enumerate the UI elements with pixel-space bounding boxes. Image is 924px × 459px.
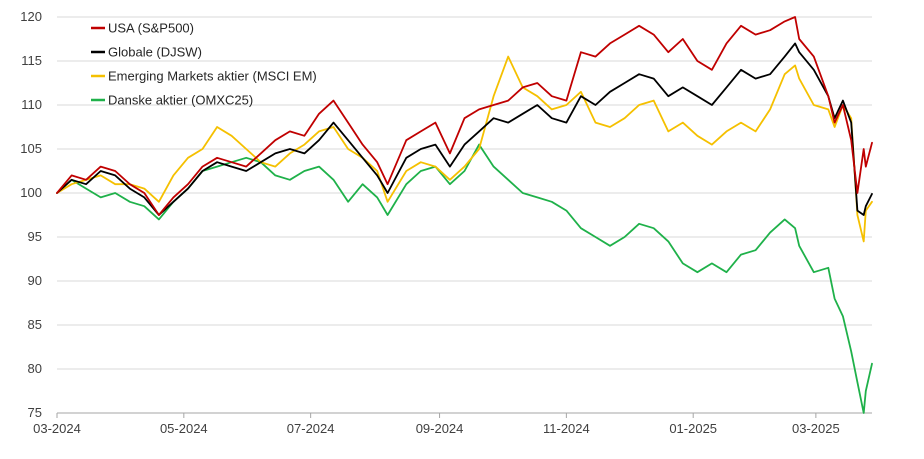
x-axis: 03-2024 05-2024 07-2024 09-2024 11-2024 01-20… [33,412,872,436]
y-tick-label: 100 [20,185,42,200]
x-tick-label: 07-2024 [287,421,335,436]
y-tick-label: 110 [21,97,42,112]
legend-label: USA (S&P500) [108,21,194,36]
x-tick-label: 11-2024 [543,421,590,436]
series-lines [56,16,873,414]
x-tick-label: 09-2024 [416,421,464,436]
y-tick-label: 85 [28,317,42,332]
legend-label: Globale (DJSW) [108,45,202,60]
legend: USA (S&P500) Globale (DJSW) Emerging Marke… [91,21,317,108]
x-tick-label: 05-2024 [160,421,208,436]
grid-lines [57,16,872,370]
legend-label: Emerging Markets aktier (MSCI EM) [108,69,317,84]
y-tick-label: 120 [20,9,42,24]
x-tick-label: 01-2025 [669,421,717,436]
y-tick-label: 75 [28,405,42,420]
series-line-1 [56,16,873,216]
y-tick-label: 95 [28,229,42,244]
y-tick-label: 80 [28,361,42,376]
y-axis: 75 80 85 90 95 100 105 110 115 120 [20,9,42,420]
x-tick-label: 03-2025 [792,421,840,436]
series-line-2 [56,42,873,216]
legend-label: Danske aktier (OMXC25) [108,93,253,108]
series-line-3 [56,55,873,243]
y-tick-label: 115 [21,53,42,68]
y-tick-label: 105 [20,141,42,156]
series-line-4 [56,143,873,414]
x-tick-label: 03-2024 [33,421,81,436]
y-tick-label: 90 [28,273,42,288]
